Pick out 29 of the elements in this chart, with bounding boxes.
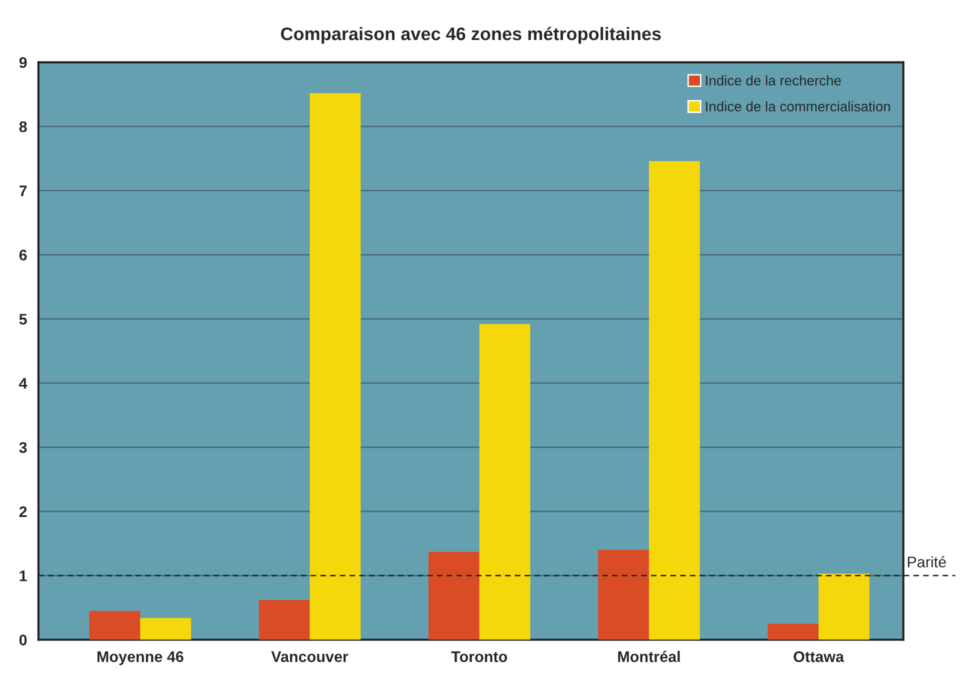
y-tick-label: 6 [19, 250, 27, 260]
ref-line-label: Parité [908, 556, 946, 568]
bar [310, 93, 361, 640]
x-tick-label: Moyenne 46 [97, 651, 184, 666]
y-tick-label: 3 [19, 442, 27, 453]
x-tick-label: Montréal [618, 650, 680, 662]
y-tick-label: 9 [19, 57, 27, 68]
legend-label: Indice de la commercialisation [706, 101, 890, 112]
x-tick-label: Ottawa [794, 651, 844, 662]
bar [428, 552, 480, 640]
bar [598, 550, 649, 640]
bar [648, 161, 700, 640]
bar [479, 324, 530, 640]
chart-title: Comparaison avec 46 zones métropolitaines [280, 26, 661, 44]
bar [140, 618, 192, 640]
y-tick-label: 8 [19, 121, 27, 132]
bar [89, 610, 140, 640]
x-tick-label: Vancouver [271, 651, 348, 662]
bar [768, 624, 819, 640]
bar [818, 574, 870, 640]
x-tick-label: Toronto [451, 651, 508, 662]
y-tick-label: 1 [20, 570, 27, 582]
legend-label: Indice de la recherche [706, 75, 841, 86]
y-tick-label: 2 [19, 506, 27, 517]
y-tick-label: 5 [19, 314, 27, 325]
y-tick-label: 4 [19, 378, 28, 389]
y-tick-label: 0 [19, 634, 27, 646]
bar [258, 600, 310, 640]
y-tick-label: 7 [19, 186, 27, 196]
